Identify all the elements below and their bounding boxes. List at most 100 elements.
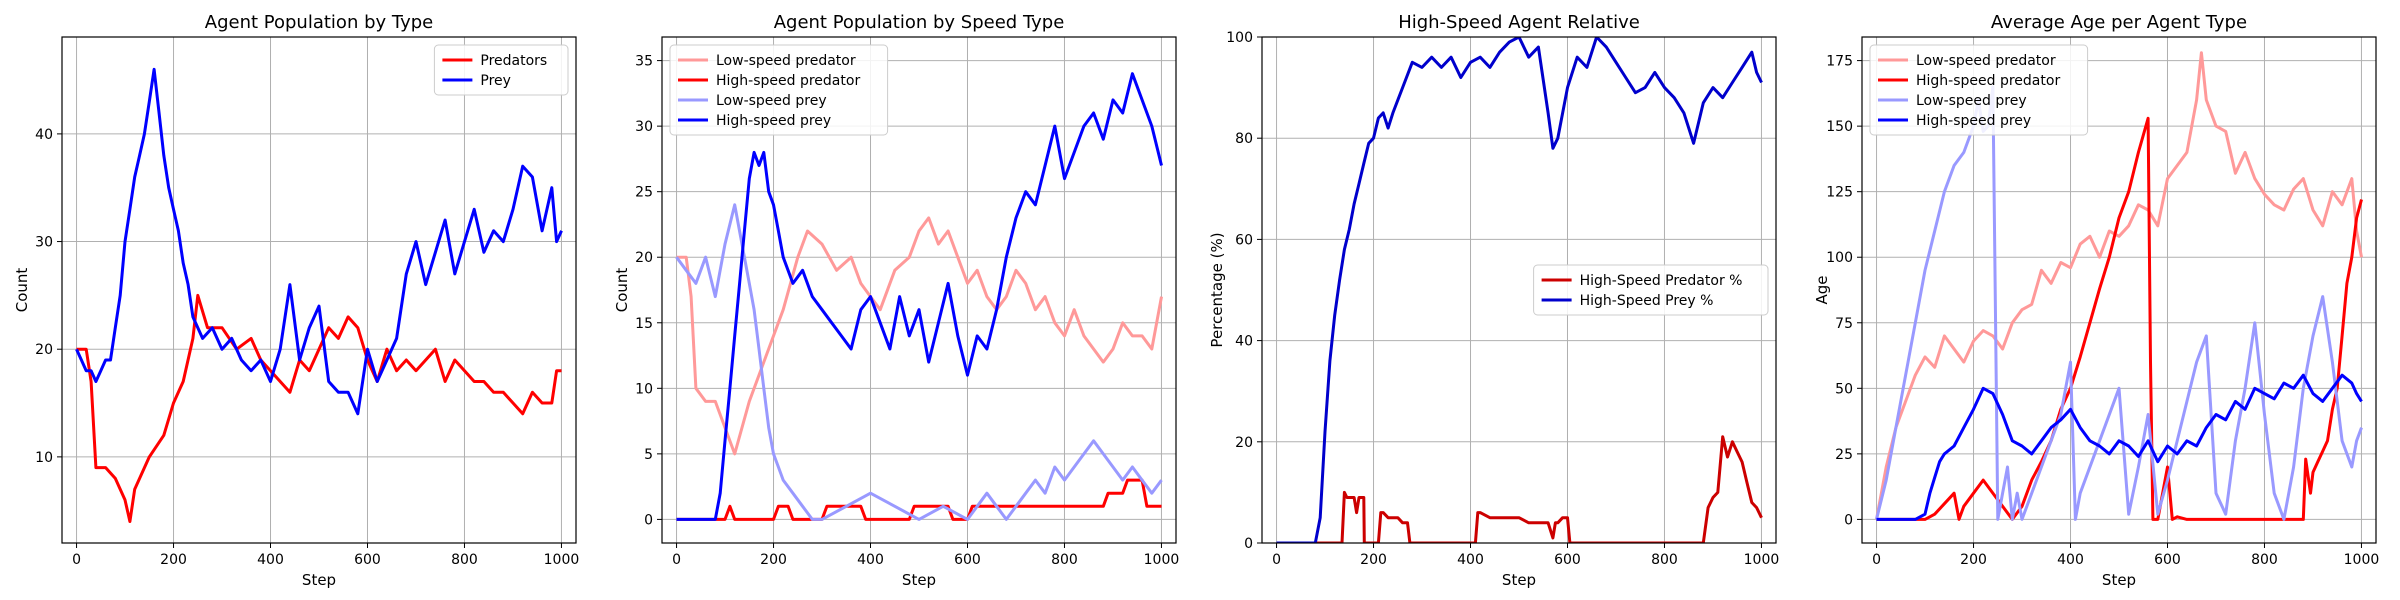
y-tick-label: 0 [644, 512, 653, 528]
legend: Low-speed predator High-speed predator Low… [669, 44, 889, 136]
y-tick-label: 0 [1244, 536, 1253, 552]
y-tick-label: 10 [635, 381, 653, 397]
chart-panel-4: 0 200 400 600 800 1000 0 25 50 75 100 125 150 175 Aver… [1813, 12, 2379, 589]
legend-label: Predators [480, 53, 547, 69]
x-tick-label: 1000 [1144, 552, 1180, 568]
legend-label: High-Speed Predator % [1580, 273, 1743, 289]
y-tick-label: 15 [635, 316, 653, 332]
x-tick-label: 800 [451, 552, 478, 568]
y-tick-label: 50 [1835, 381, 1853, 397]
y-tick-label: 40 [1235, 334, 1253, 350]
legend-label: Low-speed prey [1916, 93, 2027, 109]
x-tick-label: 0 [1872, 552, 1881, 568]
y-tick-label: 10 [35, 450, 53, 466]
legend-label: High-speed prey [716, 113, 831, 129]
x-axis-label: Step [1502, 571, 1536, 589]
legend-label: High-speed prey [1916, 113, 2031, 129]
series-line-1 [1276, 435, 1763, 543]
y-axis-label: Count [613, 268, 631, 313]
x-tick-label: 0 [1272, 552, 1281, 568]
x-tick-label: 600 [1554, 552, 1581, 568]
y-tick-label: 20 [35, 342, 53, 358]
legend-label: Prey [480, 73, 511, 89]
chart-panel-1: 0 200 400 600 800 1000 10 20 30 40 Agent Populatio… [13, 12, 579, 589]
chart-panel-2: 0 200 400 600 800 1000 0 5 10 15 20 25 30 35 Agent Pop… [613, 12, 1179, 589]
chart-title: Agent Population by Type [205, 12, 433, 33]
y-tick-label: 35 [635, 54, 653, 70]
y-tick-label: 25 [1835, 447, 1853, 463]
legend-box [1533, 264, 1769, 316]
y-tick-label: 75 [1835, 316, 1853, 332]
y-axis-label: Percentage (%) [1208, 232, 1226, 347]
x-tick-label: 400 [1457, 552, 1484, 568]
series-line-3 [1875, 85, 2363, 521]
legend-label: High-speed predator [716, 73, 860, 89]
y-tick-label: 25 [635, 185, 653, 201]
legend-label: High-Speed Prey % [1580, 293, 1714, 309]
x-axis-label: Step [902, 571, 936, 589]
legend: High-Speed Predator % High-Speed Prey % [1533, 264, 1769, 316]
x-tick-label: 1000 [1744, 552, 1780, 568]
x-tick-label: 600 [954, 552, 981, 568]
y-tick-label: 80 [1235, 131, 1253, 147]
y-tick-label: 125 [1826, 185, 1853, 201]
x-tick-label: 400 [2057, 552, 2084, 568]
y-tick-label: 5 [644, 447, 653, 463]
legend-box [669, 44, 889, 136]
x-tick-label: 1000 [2344, 552, 2380, 568]
series-line-4 [676, 72, 1163, 521]
legend-label: Low-speed predator [716, 53, 856, 69]
legend-box [1869, 44, 2089, 136]
plot-frame [1861, 36, 2377, 544]
legend: Predators Prey [433, 44, 569, 96]
x-tick-label: 200 [760, 552, 787, 568]
y-tick-label: 60 [1235, 232, 1253, 248]
plot-frame [661, 36, 1177, 544]
series-line-2 [676, 478, 1162, 521]
y-axis-label: Age [1813, 275, 1831, 304]
x-tick-label: 0 [72, 552, 81, 568]
legend-label: Low-speed prey [716, 93, 827, 109]
y-tick-label: 100 [1826, 250, 1853, 266]
series-line-2 [75, 67, 563, 416]
chart-title: Agent Population by Speed Type [774, 12, 1065, 33]
x-tick-label: 800 [1651, 552, 1678, 568]
series-line-1 [1875, 51, 2363, 520]
x-tick-label: 400 [257, 552, 284, 568]
series-line-2 [1276, 37, 1763, 543]
plot-frame [1261, 36, 1777, 544]
x-tick-label: 400 [857, 552, 884, 568]
chart-panel-3: 0 200 400 600 800 1000 0 20 40 60 80 100 High-Speed … [1208, 12, 1779, 589]
legend-label: High-speed predator [1916, 73, 2060, 89]
series-line-3 [675, 203, 1163, 521]
series-line-2 [1876, 116, 2363, 521]
x-axis-label: Step [302, 571, 336, 589]
x-tick-label: 600 [2154, 552, 2181, 568]
plot-frame [61, 36, 577, 544]
legend-box [433, 44, 569, 96]
x-tick-label: 1000 [544, 552, 580, 568]
x-tick-label: 200 [1360, 552, 1387, 568]
y-tick-label: 30 [35, 235, 53, 251]
x-axis-label: Step [2102, 571, 2136, 589]
x-tick-label: 200 [160, 552, 187, 568]
legend: Low-speed predator High-speed predator Low… [1869, 44, 2089, 136]
series-line-1 [676, 216, 1163, 456]
x-tick-label: 800 [1051, 552, 1078, 568]
y-tick-label: 175 [1826, 54, 1853, 70]
y-tick-label: 40 [35, 127, 53, 143]
y-tick-label: 100 [1226, 30, 1253, 46]
x-tick-label: 600 [354, 552, 381, 568]
chart-title: Average Age per Agent Type [1991, 12, 2247, 33]
x-tick-label: 800 [2251, 552, 2278, 568]
x-tick-label: 200 [1960, 552, 1987, 568]
y-tick-label: 20 [1235, 435, 1253, 451]
y-tick-label: 0 [1844, 512, 1853, 528]
series-line-1 [76, 293, 562, 523]
y-tick-label: 150 [1826, 119, 1853, 135]
series-line-4 [1876, 373, 2363, 521]
chart-title: High-Speed Agent Relative [1398, 12, 1640, 33]
y-tick-label: 30 [635, 119, 653, 135]
x-tick-label: 0 [672, 552, 681, 568]
